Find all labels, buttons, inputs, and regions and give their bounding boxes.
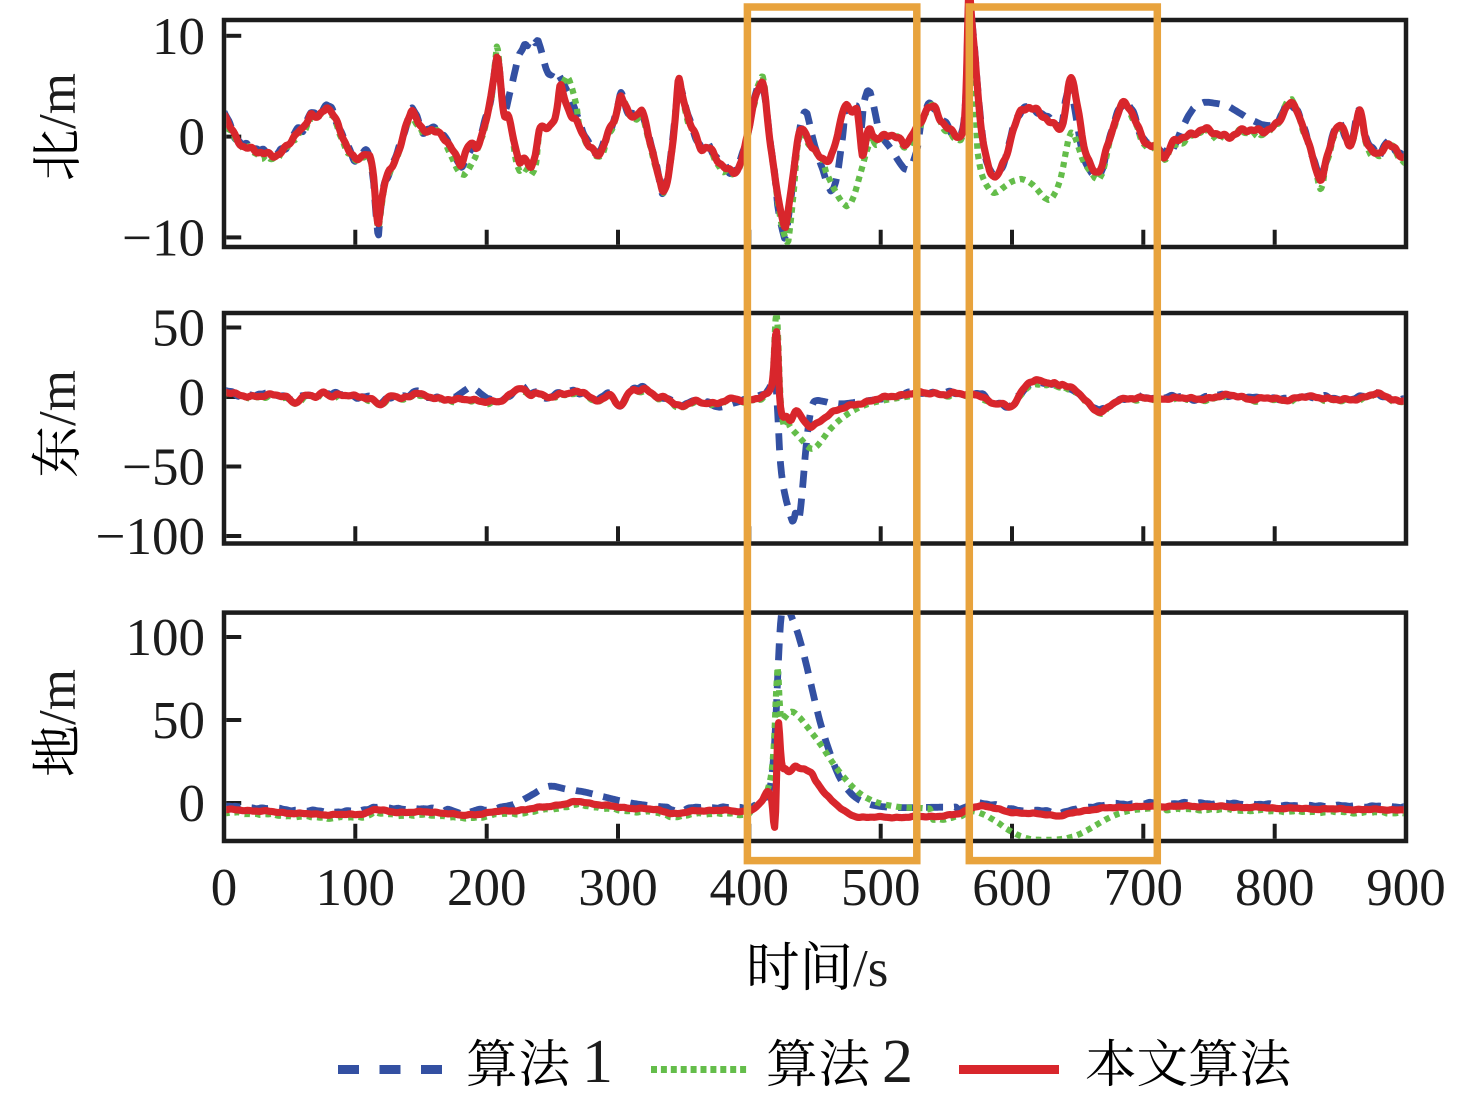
svg-text:200: 200: [447, 859, 527, 917]
svg-text:/m: /m: [29, 669, 87, 725]
svg-text:700: 700: [1104, 859, 1184, 917]
svg-text:0: 0: [211, 859, 238, 917]
svg-text:0: 0: [179, 775, 206, 833]
svg-text:/s: /s: [853, 940, 888, 998]
svg-text:/m: /m: [29, 370, 87, 426]
svg-text:300: 300: [578, 859, 658, 917]
svg-text:−10: −10: [122, 209, 205, 267]
svg-text:0: 0: [179, 369, 206, 427]
svg-text:400: 400: [710, 859, 790, 917]
svg-text:0: 0: [179, 109, 206, 167]
svg-text:100: 100: [316, 859, 396, 917]
svg-text:600: 600: [972, 859, 1052, 917]
svg-text:2: 2: [882, 1028, 913, 1096]
svg-text:900: 900: [1366, 859, 1446, 917]
svg-text:1: 1: [582, 1028, 613, 1096]
svg-text:10: 10: [152, 8, 205, 66]
svg-text:50: 50: [152, 692, 205, 750]
svg-text:100: 100: [126, 609, 206, 667]
svg-text:−100: −100: [96, 508, 205, 566]
svg-text:/m: /m: [29, 73, 87, 129]
svg-text:800: 800: [1235, 859, 1315, 917]
svg-text:50: 50: [152, 300, 205, 358]
svg-text:500: 500: [841, 859, 921, 917]
svg-text:−50: −50: [122, 439, 205, 497]
